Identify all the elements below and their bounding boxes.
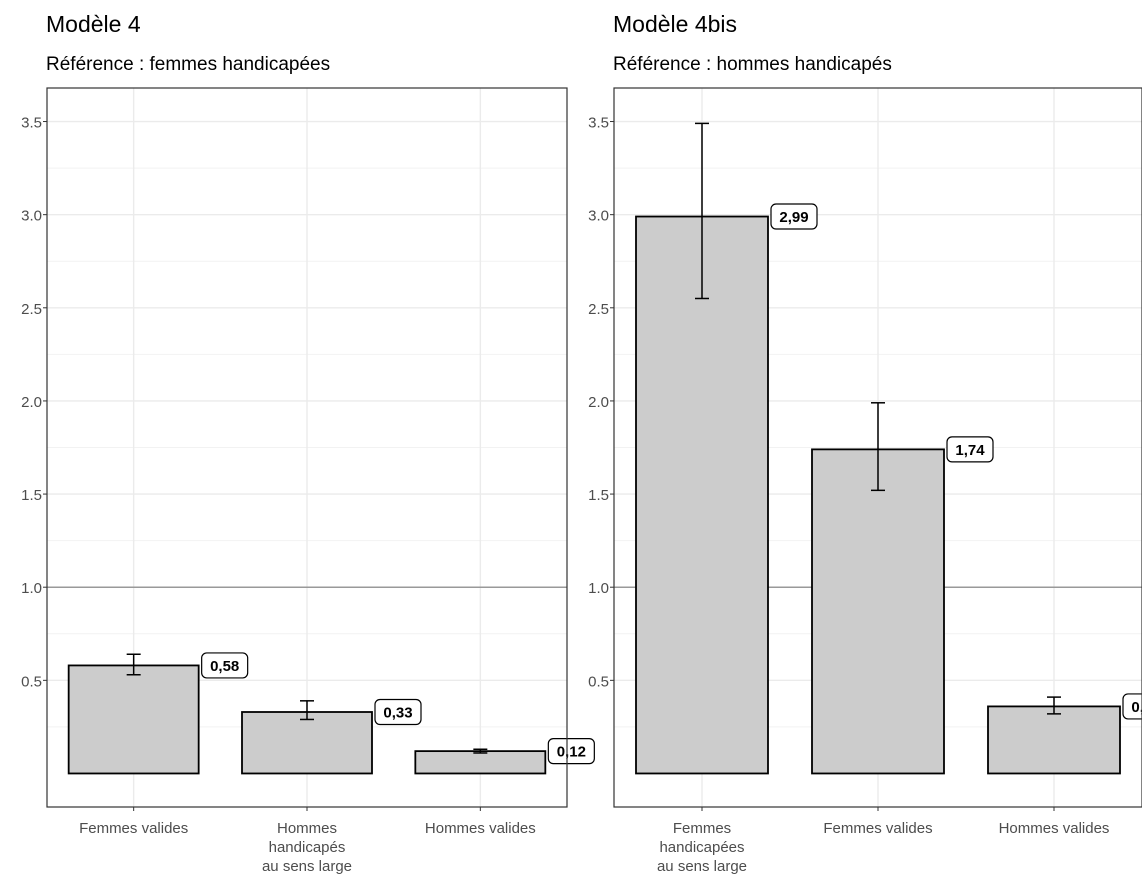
value-label-box (201, 652, 249, 679)
value-label: 0,36 (1122, 693, 1142, 720)
value-label: 0,33 (374, 698, 422, 726)
value-label-text: 1,74 (955, 442, 985, 459)
x-tick-label-line: handicapés (269, 839, 346, 856)
x-tick-label: Hommes handicapés au sens large (262, 820, 352, 875)
y-tick-label: 2.5 (588, 301, 609, 318)
y-tick-label: 3.0 (588, 208, 609, 225)
chart-subtitle: Référence : hommes handicapés (613, 54, 892, 75)
x-tick-label-line: Hommes (277, 820, 337, 837)
y-tick-label: 2.0 (588, 394, 609, 411)
error-bar (300, 700, 314, 721)
x-tick-label: Femmes handicapées au sens large (657, 820, 747, 875)
y-tick-label: 3.5 (21, 115, 42, 132)
y-tick-label: 0.5 (21, 673, 42, 690)
y-tick-label: 1.5 (21, 487, 42, 504)
y-tick-label: 1.0 (588, 580, 609, 597)
x-tick-label: Femmes valides (79, 820, 188, 837)
chart-subtitle: Référence : femmes handicapées (46, 54, 330, 75)
y-tick-label: 1.5 (588, 487, 609, 504)
value-label-text: 0,12 (557, 744, 586, 761)
value-label: 1,74 (946, 436, 994, 463)
y-tick-label: 2.0 (21, 394, 42, 411)
x-tick-label-line: handicapées (659, 839, 744, 856)
x-tick-label-line: au sens large (657, 858, 747, 875)
error-bar (473, 748, 488, 754)
chart-panel-2: Modèle 4bis Référence : hommes handicapés… (588, 11, 1142, 875)
y-tick-label: 3.0 (21, 208, 42, 225)
chart-title: Modèle 4 (46, 11, 141, 37)
value-label: 0,58 (201, 652, 249, 679)
value-label-text: 0,33 (383, 705, 412, 722)
bar (414, 750, 547, 775)
chart-panel-1: Modèle 4 Référence : femmes handicapées 0.… (21, 11, 595, 875)
x-tick-label-line: Femmes valides (823, 820, 932, 837)
bar (241, 711, 373, 775)
x-tick-label: Hommes valides (999, 820, 1110, 837)
error-bar (1047, 696, 1061, 715)
bar (987, 705, 1121, 775)
y-tick-label: 1.0 (21, 580, 42, 597)
x-tick-label: Femmes valides (823, 820, 932, 837)
value-label: 2,99 (770, 203, 818, 230)
bar (635, 215, 769, 775)
error-bar (695, 122, 709, 300)
value-label-text: 0,58 (210, 658, 239, 675)
y-tick-label: 0.5 (588, 673, 609, 690)
x-tick-label-line: Hommes valides (999, 820, 1110, 837)
y-tick-label: 2.5 (21, 301, 42, 318)
value-label-box (770, 203, 818, 230)
value-label-box (1122, 693, 1142, 720)
y-tick-label: 3.5 (588, 115, 609, 132)
value-label-box (374, 698, 422, 726)
bar (811, 448, 945, 775)
chart-title: Modèle 4bis (613, 11, 737, 37)
x-tick-label-line: Hommes valides (425, 820, 536, 837)
x-tick-label: Hommes valides (425, 820, 536, 837)
value-label: 0,12 (547, 738, 595, 765)
x-tick-label-line: Femmes valides (79, 820, 188, 837)
x-tick-label-line: Femmes (673, 820, 731, 837)
value-label-box (946, 436, 994, 463)
value-label-text: 2,99 (779, 209, 808, 226)
error-bar (871, 402, 885, 492)
bar (67, 664, 200, 775)
value-label-box (547, 738, 595, 765)
value-label-text: 0,36 (1131, 699, 1142, 716)
error-bar (126, 653, 141, 676)
x-tick-label-line: au sens large (262, 858, 352, 875)
